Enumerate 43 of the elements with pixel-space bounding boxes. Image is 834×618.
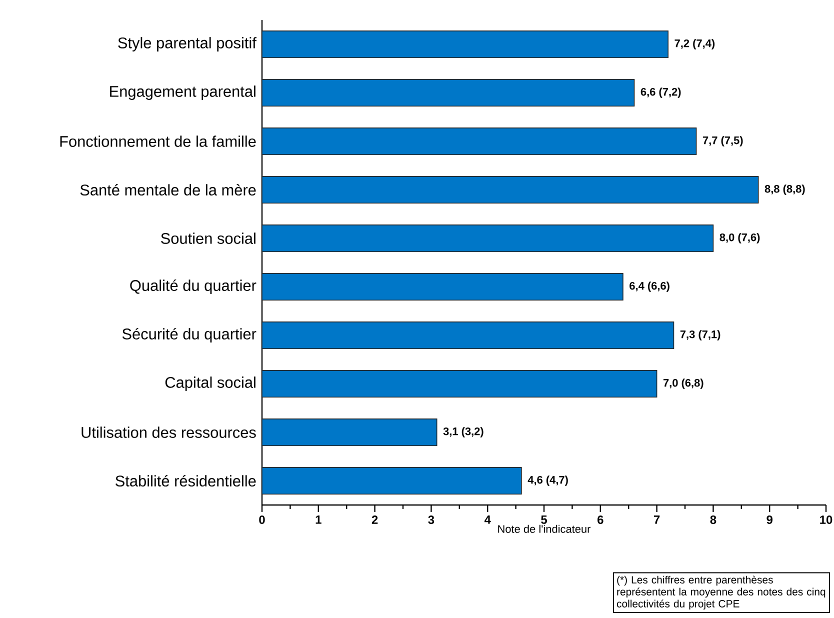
data-label: 4,6 (4,7)	[528, 476, 568, 486]
y-tick-label: Sécurité du quartier	[122, 328, 256, 343]
bar	[262, 418, 438, 446]
y-tick-label: Santé mentale de la mère	[80, 184, 256, 196]
data-label: 7,3 (7,1)	[680, 330, 720, 340]
data-label: 8,8 (8,8)	[764, 184, 805, 195]
bar	[262, 79, 635, 106]
x-tick-label: 7	[654, 516, 660, 524]
x-tick-label: 6	[598, 516, 604, 524]
bar	[262, 30, 668, 58]
x-tick-label: 3	[428, 516, 434, 524]
y-tick-label: Engagement parental	[110, 86, 256, 100]
y-tick-label: Capital social	[165, 376, 256, 391]
y-tick-label: Fonctionnement de la famille	[60, 136, 256, 147]
x-tick-label: 5	[541, 516, 547, 524]
bar	[262, 370, 658, 398]
bar	[262, 128, 697, 155]
data-label: 7,7 (7,5)	[702, 136, 743, 146]
x-tick-label: 9	[766, 516, 772, 524]
data-label: 8,0 (7,6)	[720, 233, 760, 244]
bar	[262, 322, 674, 349]
x-tick-label: 10	[820, 516, 832, 524]
x-tick-label: 0	[259, 516, 265, 524]
y-tick-label: Utilisation des ressources	[82, 426, 256, 438]
y-tick-label: Style parental positif	[118, 37, 256, 52]
x-tick-label: 1	[316, 516, 322, 524]
data-label: 6,4 (6,6)	[630, 282, 670, 292]
data-label: 3,1 (3,2)	[443, 427, 484, 438]
x-tick-label: 4	[484, 516, 491, 524]
y-tick-label: Stabilité résidentielle	[116, 475, 256, 487]
bar	[262, 467, 522, 494]
x-axis-title: Note de l'indicateur	[498, 524, 591, 533]
bar	[262, 224, 714, 252]
data-label: 7,2 (7,4)	[674, 39, 715, 50]
bar	[262, 176, 759, 204]
x-tick-label: 2	[372, 516, 378, 524]
y-tick-label: Soutien social	[161, 232, 256, 244]
x-tick-label: 8	[710, 516, 716, 524]
data-label: 6,6 (7,2)	[640, 88, 681, 98]
text: (*) Les chiffres entre parenthèses représentent la moyenne des notes des cinq collectivités du projet CPE	[616, 576, 826, 610]
y-tick-label: Qualité du quartier	[130, 279, 256, 294]
data-label: 7,0 (6,8)	[663, 378, 704, 389]
bar	[262, 273, 624, 300]
